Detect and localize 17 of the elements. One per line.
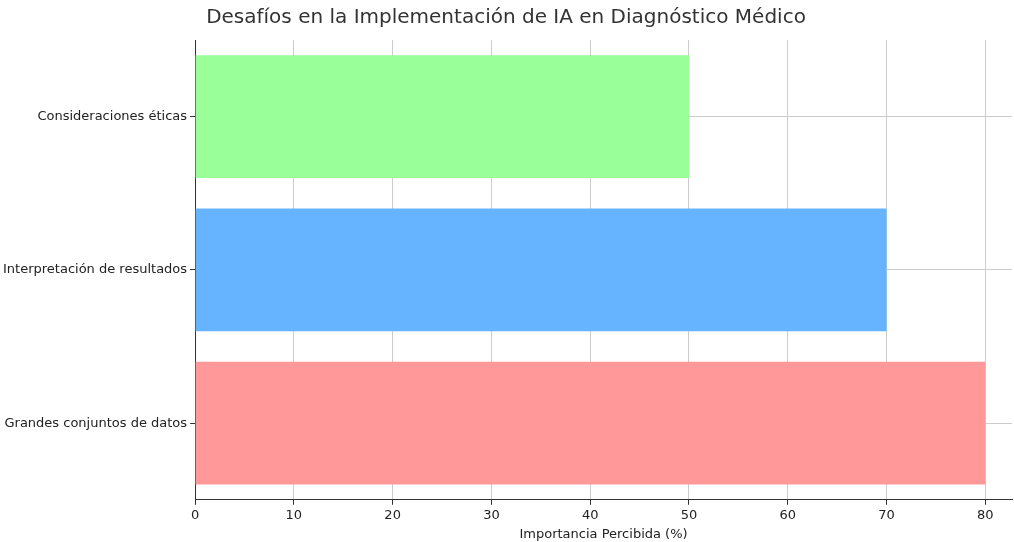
y-tick-label: Grandes conjuntos de datos [4,414,188,430]
x-tick-label: 30 [483,506,500,522]
x-tick-label: 60 [779,506,797,522]
x-tick-label: 70 [878,506,895,522]
chart-title: Desafíos en la Implementación de IA en Diagnóstico Médico [206,4,806,29]
y-tick-label: Consideraciones éticas [37,108,188,124]
x-tick-label: 40 [581,506,599,522]
bar [195,55,689,178]
x-tick-label: 0 [190,506,200,522]
x-tick-label: 50 [680,506,698,522]
x-tick-label: 20 [384,506,401,522]
x-tick-label: 10 [285,506,303,522]
bar [195,361,986,485]
y-tick-label: Interpretación de resultados [3,261,188,277]
x-tick-label: 80 [977,506,994,522]
x-axis-title: Importancia Percibida (%) [519,525,688,541]
bar [195,208,887,332]
